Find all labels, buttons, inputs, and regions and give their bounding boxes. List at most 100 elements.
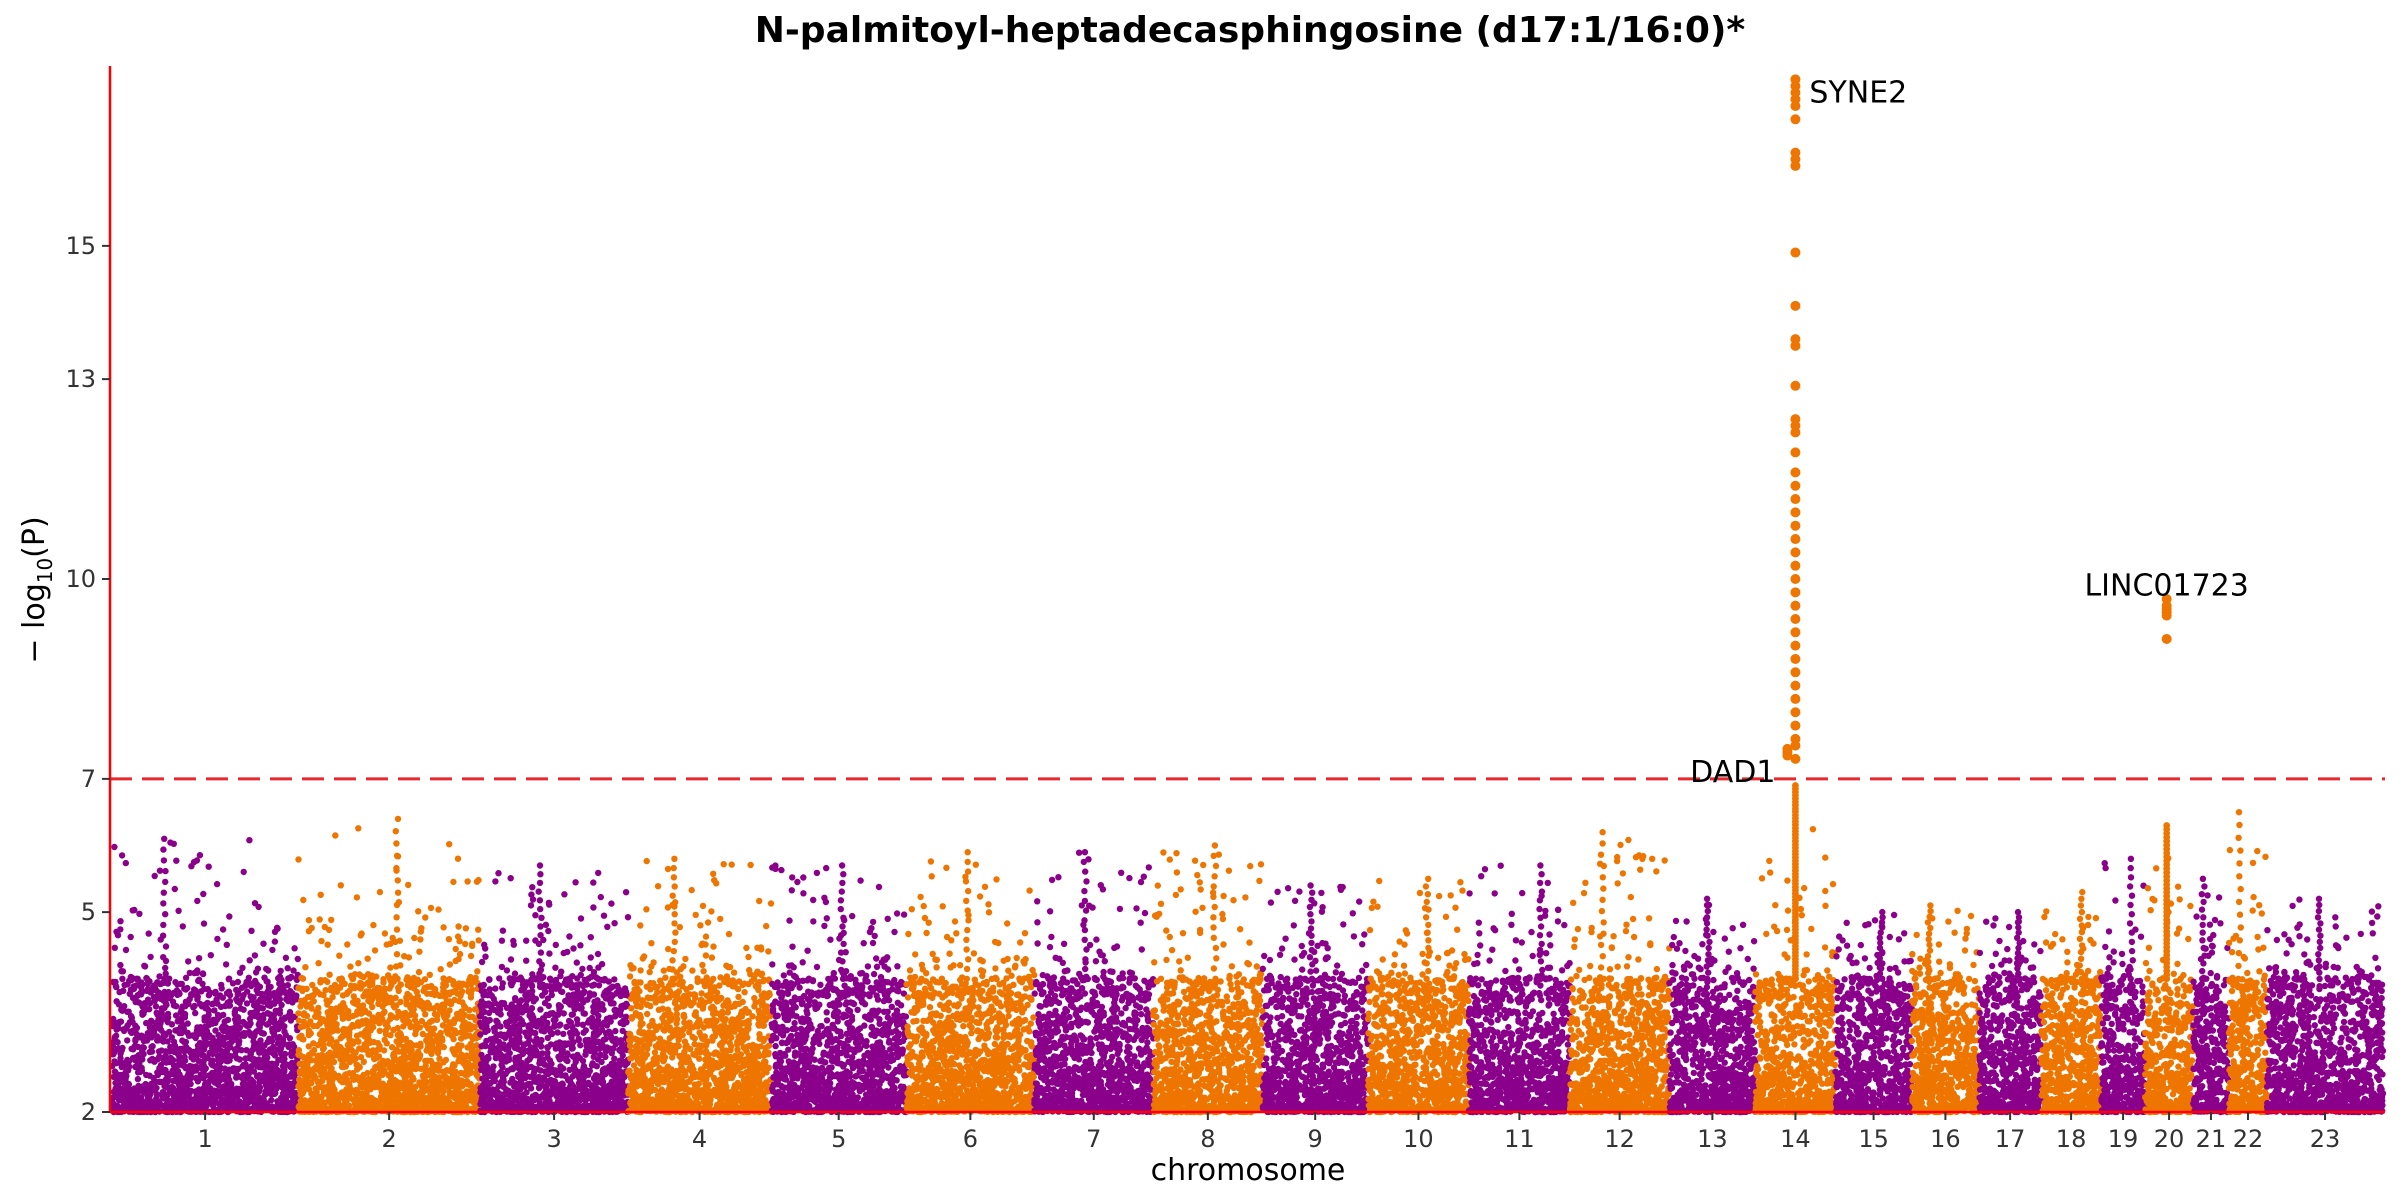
snp-point — [517, 1067, 523, 1073]
snp-point — [358, 973, 364, 979]
snp-point — [361, 1077, 367, 1083]
snp-point — [607, 997, 613, 1003]
snp-point — [402, 1045, 408, 1051]
snp-point — [272, 999, 278, 1005]
snp-point — [428, 983, 434, 989]
snp-point — [278, 968, 284, 974]
snp-point — [124, 1037, 130, 1043]
snp-point — [613, 990, 619, 996]
snp-point — [435, 906, 441, 912]
snp-point — [546, 901, 552, 907]
snp-point — [244, 1000, 250, 1006]
snp-point — [260, 1016, 266, 1022]
snp-point — [392, 1098, 398, 1104]
snp-point — [247, 1067, 253, 1073]
snp-point — [146, 930, 152, 936]
snp-point — [132, 1088, 138, 1094]
snp-point — [499, 938, 505, 944]
snp-point — [468, 953, 474, 959]
snp-point — [188, 1064, 194, 1070]
snp-point — [495, 1032, 501, 1038]
snp-point — [477, 1013, 483, 1019]
snp-point — [410, 1010, 416, 1016]
snp-point — [117, 926, 123, 932]
snp-point — [469, 1049, 475, 1055]
snp-point — [151, 1102, 157, 1108]
snp-point — [163, 943, 169, 949]
snp-point — [111, 1050, 117, 1056]
snp-point — [611, 920, 617, 926]
snp-point — [500, 928, 506, 934]
snp-point — [215, 1061, 221, 1067]
snp-point — [264, 1055, 270, 1061]
snp-point — [285, 965, 291, 971]
snp-point — [156, 1065, 162, 1071]
snp-point — [454, 1087, 460, 1093]
snp-point — [482, 954, 488, 960]
snp-point — [395, 890, 401, 896]
snp-point — [536, 1018, 542, 1024]
snp-point — [433, 1089, 439, 1095]
snp-point — [439, 1037, 445, 1043]
snp-point — [224, 1101, 230, 1107]
snp-point — [417, 936, 423, 942]
snp-point — [375, 1001, 381, 1007]
snp-point — [395, 816, 401, 822]
snp-point — [206, 864, 212, 870]
data-points — [109, 782, 2386, 1115]
snp-point — [285, 1092, 291, 1098]
snp-point — [308, 1005, 314, 1011]
snp-point — [130, 1028, 136, 1034]
snp-point — [611, 1056, 617, 1062]
snp-point — [416, 949, 422, 955]
snp-point — [308, 1071, 314, 1077]
snp-point — [133, 997, 139, 1003]
snp-point — [149, 1043, 155, 1049]
snp-point — [431, 1080, 437, 1086]
snp-point — [577, 942, 583, 948]
snp-point — [537, 897, 543, 903]
snp-point — [333, 1048, 339, 1054]
snp-point — [434, 1064, 440, 1070]
snp-point — [481, 942, 487, 948]
snp-point — [507, 1025, 513, 1031]
snp-point — [283, 990, 289, 996]
snp-point — [226, 1041, 232, 1047]
snp-point — [472, 1057, 478, 1063]
snp-point — [283, 1032, 289, 1038]
snp-point — [598, 1059, 604, 1065]
snp-point — [160, 954, 166, 960]
snp-point — [368, 1022, 374, 1028]
snp-point — [412, 1099, 418, 1105]
snp-point — [498, 1094, 504, 1100]
snp-point — [324, 979, 330, 985]
snp-point — [271, 992, 277, 998]
snp-point — [405, 1072, 411, 1078]
snp-point — [529, 884, 535, 890]
snp-point — [244, 1084, 250, 1090]
snp-point — [522, 982, 528, 988]
snp-point — [157, 868, 163, 874]
snp-point — [605, 1099, 611, 1105]
snp-point — [341, 1051, 347, 1057]
snp-point — [183, 1039, 189, 1045]
snp-point — [620, 1052, 626, 1058]
snp-point — [230, 1034, 236, 1040]
snp-point — [365, 1051, 371, 1057]
snp-point — [441, 1099, 447, 1105]
snp-point — [453, 946, 459, 952]
snp-point — [188, 1054, 194, 1060]
snp-point — [367, 1079, 373, 1085]
snp-point — [269, 947, 275, 953]
snp-point — [360, 993, 366, 999]
snp-point — [151, 1059, 157, 1065]
snp-point — [389, 1044, 395, 1050]
snp-point — [479, 959, 485, 965]
snp-point — [136, 911, 142, 917]
snp-point — [517, 1016, 523, 1022]
snp-point — [339, 975, 345, 981]
snp-point — [306, 1032, 312, 1038]
snp-point — [582, 1011, 588, 1017]
snp-point — [285, 975, 291, 981]
snp-point — [519, 1009, 525, 1015]
